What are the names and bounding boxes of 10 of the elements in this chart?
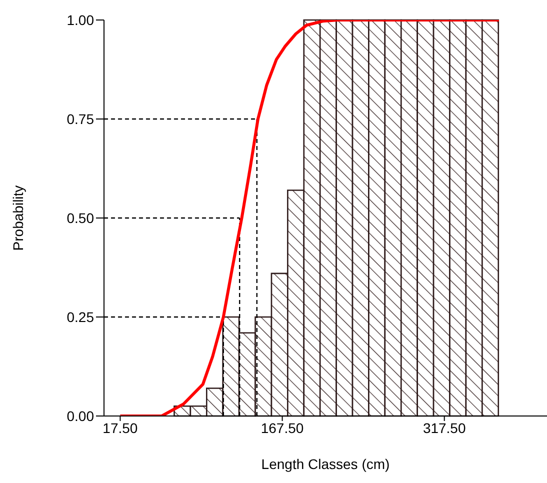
y-tick-label: 1.00: [66, 12, 94, 28]
y-tick-label: 0.75: [66, 110, 94, 127]
y-tick-label: 0.00: [66, 408, 94, 424]
x-tick-label: 317.50: [422, 420, 466, 436]
y-tick-label: 0.25: [66, 308, 94, 325]
x-tick-label: 167.50: [260, 420, 304, 436]
y-tick-label: 0.50: [66, 210, 94, 226]
x-axis-title: Length Classes (cm): [261, 456, 390, 472]
y-axis-title: Probability: [10, 185, 26, 251]
x-tick-label: 17.50: [102, 420, 138, 436]
